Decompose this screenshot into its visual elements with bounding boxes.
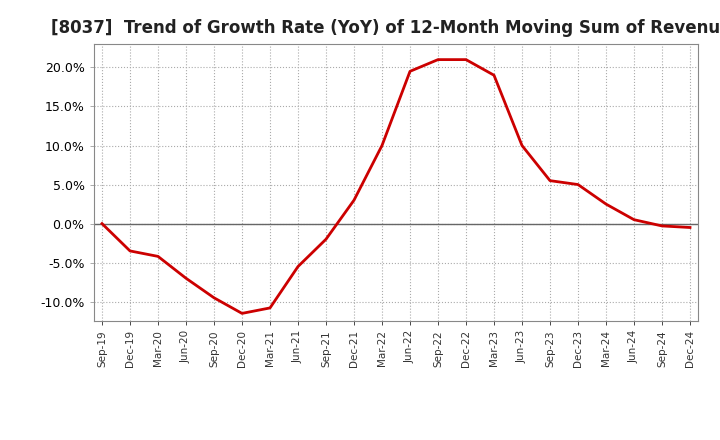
Title: [8037]  Trend of Growth Rate (YoY) of 12-Month Moving Sum of Revenues: [8037] Trend of Growth Rate (YoY) of 12-… <box>51 19 720 37</box>
